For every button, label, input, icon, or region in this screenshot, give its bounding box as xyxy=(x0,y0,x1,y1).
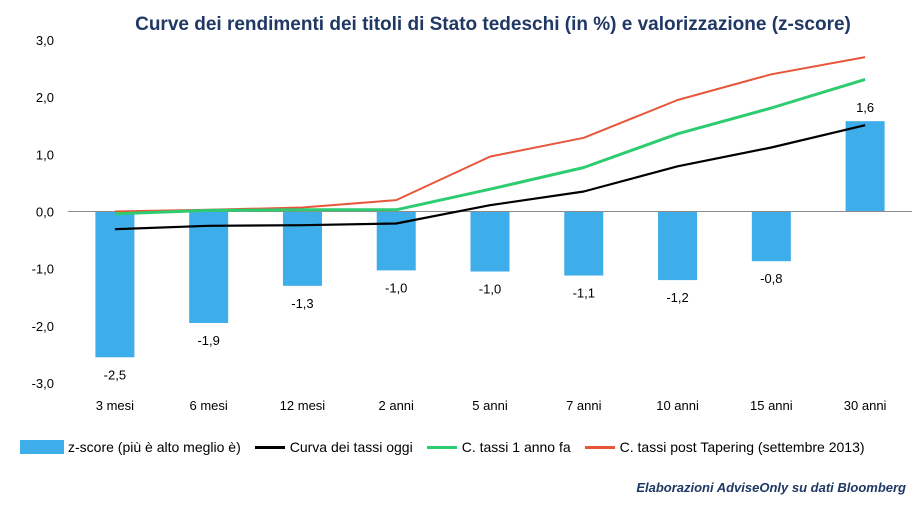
legend-swatch-zscore xyxy=(20,440,64,454)
x-tick-label: 10 anni xyxy=(656,398,699,413)
y-tick-label: -1,0 xyxy=(32,262,54,277)
y-tick-label: 1,0 xyxy=(36,147,54,162)
legend: z-score (più è alto meglio è) Curva dei … xyxy=(20,436,873,458)
bar xyxy=(845,121,885,212)
legend-label-zscore: z-score (più è alto meglio è) xyxy=(68,439,241,455)
series-line-today xyxy=(114,124,866,231)
series-line-one-year-ago xyxy=(114,77,866,216)
legend-item-tapering: C. tassi post Tapering (settembre 2013) xyxy=(579,439,865,455)
legend-swatch-one-year-ago xyxy=(426,445,457,449)
y-tick-label: -2,0 xyxy=(32,319,54,334)
x-axis-ticks: 3 mesi 6 mesi 12 mesi 2 anni 5 anni 7 anni 10 … xyxy=(96,398,887,413)
chart-title: Curve dei rendimenti dei titoli di Stato… xyxy=(135,14,851,35)
bar xyxy=(95,211,135,358)
chart-plot: 3,0 2,0 1,0 0,0 -1,0 -2,0 -3,0 -2,5 -1,9 -1,3 -1,… xyxy=(32,33,912,413)
y-tick-label: 3,0 xyxy=(36,33,54,48)
bar-data-label: -1,0 xyxy=(479,282,501,297)
bar xyxy=(470,211,510,272)
x-tick-label: 30 anni xyxy=(844,398,887,413)
y-axis-ticks: 3,0 2,0 1,0 0,0 -1,0 -2,0 -3,0 xyxy=(32,33,54,391)
x-tick-label: 15 anni xyxy=(750,398,793,413)
legend-swatch-tapering xyxy=(584,445,615,449)
legend-label-tapering: C. tassi post Tapering (settembre 2013) xyxy=(619,439,865,455)
bar-data-label: -1,0 xyxy=(385,280,407,295)
bar xyxy=(282,211,322,286)
line-series xyxy=(114,56,866,231)
bar-data-label: -1,1 xyxy=(573,286,595,301)
legend-label-one-year-ago: C. tassi 1 anno fa xyxy=(461,439,571,455)
bar-data-label: -0,8 xyxy=(760,271,782,286)
legend-item-today: Curva dei tassi oggi xyxy=(249,439,413,455)
legend-item-one-year-ago: C. tassi 1 anno fa xyxy=(421,439,571,455)
y-tick-label: 0,0 xyxy=(36,205,54,220)
y-tick-label: 2,0 xyxy=(36,90,54,105)
x-tick-label: 3 mesi xyxy=(96,398,134,413)
bar-data-labels: -2,5 -1,9 -1,3 -1,0 -1,0 -1,1 -1,2 -0,8 1,6 xyxy=(104,100,874,382)
bar xyxy=(564,211,604,276)
bar xyxy=(658,211,698,281)
legend-label-today: Curva dei tassi oggi xyxy=(289,439,413,455)
bar-data-label: -2,5 xyxy=(104,367,126,382)
bar-data-label: 1,6 xyxy=(856,100,874,115)
legend-item-zscore: z-score (più è alto meglio è) xyxy=(20,439,241,455)
x-tick-label: 12 mesi xyxy=(280,398,326,413)
bar xyxy=(751,211,791,262)
x-tick-label: 5 anni xyxy=(472,398,508,413)
y-tick-label: -3,0 xyxy=(32,376,54,391)
x-tick-label: 7 anni xyxy=(566,398,602,413)
bar-data-label: -1,3 xyxy=(291,296,313,311)
bar-series xyxy=(95,121,885,358)
bar xyxy=(189,211,229,323)
legend-swatch-today xyxy=(254,445,285,449)
x-tick-label: 2 anni xyxy=(379,398,415,413)
x-tick-label: 6 mesi xyxy=(190,398,228,413)
bar-data-label: -1,2 xyxy=(666,290,688,305)
bar-data-label: -1,9 xyxy=(197,333,219,348)
source-note: Elaborazioni AdviseOnly su dati Bloomber… xyxy=(636,480,906,495)
